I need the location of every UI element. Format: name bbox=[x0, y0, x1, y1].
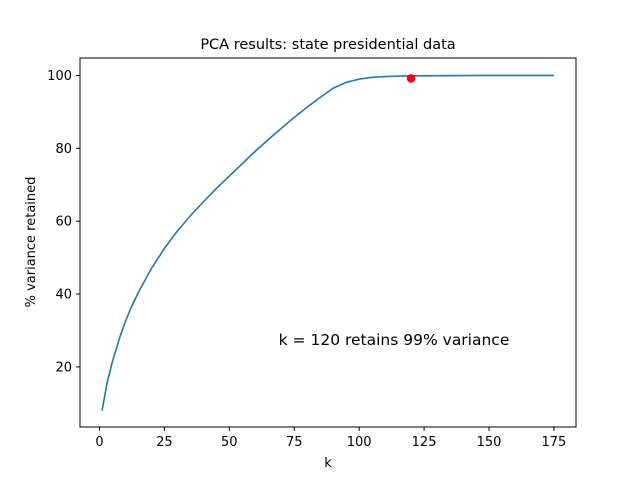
chart-title: PCA results: state presidential data bbox=[200, 37, 455, 53]
x-axis-label: k bbox=[324, 456, 332, 471]
y-tick-label: 100 bbox=[47, 69, 72, 84]
x-tick-label: 150 bbox=[477, 435, 502, 450]
x-tick-label: 125 bbox=[412, 435, 437, 450]
plot-frame bbox=[79, 57, 577, 428]
y-tick-label: 60 bbox=[55, 215, 72, 230]
x-tick-label: 0 bbox=[95, 435, 103, 450]
x-tick-label: 50 bbox=[221, 435, 238, 450]
x-axis: 0 25 50 75 100 125 150 175 bbox=[95, 427, 566, 450]
y-tick-label: 20 bbox=[55, 360, 72, 375]
x-tick-label: 100 bbox=[347, 435, 372, 450]
highlight-point bbox=[406, 74, 416, 83]
y-tick-label: 40 bbox=[55, 288, 72, 303]
x-tick-label: 25 bbox=[156, 435, 173, 450]
y-axis: 20 40 60 80 100 bbox=[47, 69, 80, 375]
y-tick-label: 80 bbox=[55, 142, 72, 157]
chart-annotation: k = 120 retains 99% variance bbox=[279, 331, 510, 349]
y-axis-label: % variance retained bbox=[24, 177, 39, 308]
plot-area bbox=[101, 74, 554, 411]
series-line-0 bbox=[101, 74, 554, 411]
x-tick-label: 75 bbox=[286, 435, 303, 450]
x-tick-label: 175 bbox=[542, 435, 567, 450]
